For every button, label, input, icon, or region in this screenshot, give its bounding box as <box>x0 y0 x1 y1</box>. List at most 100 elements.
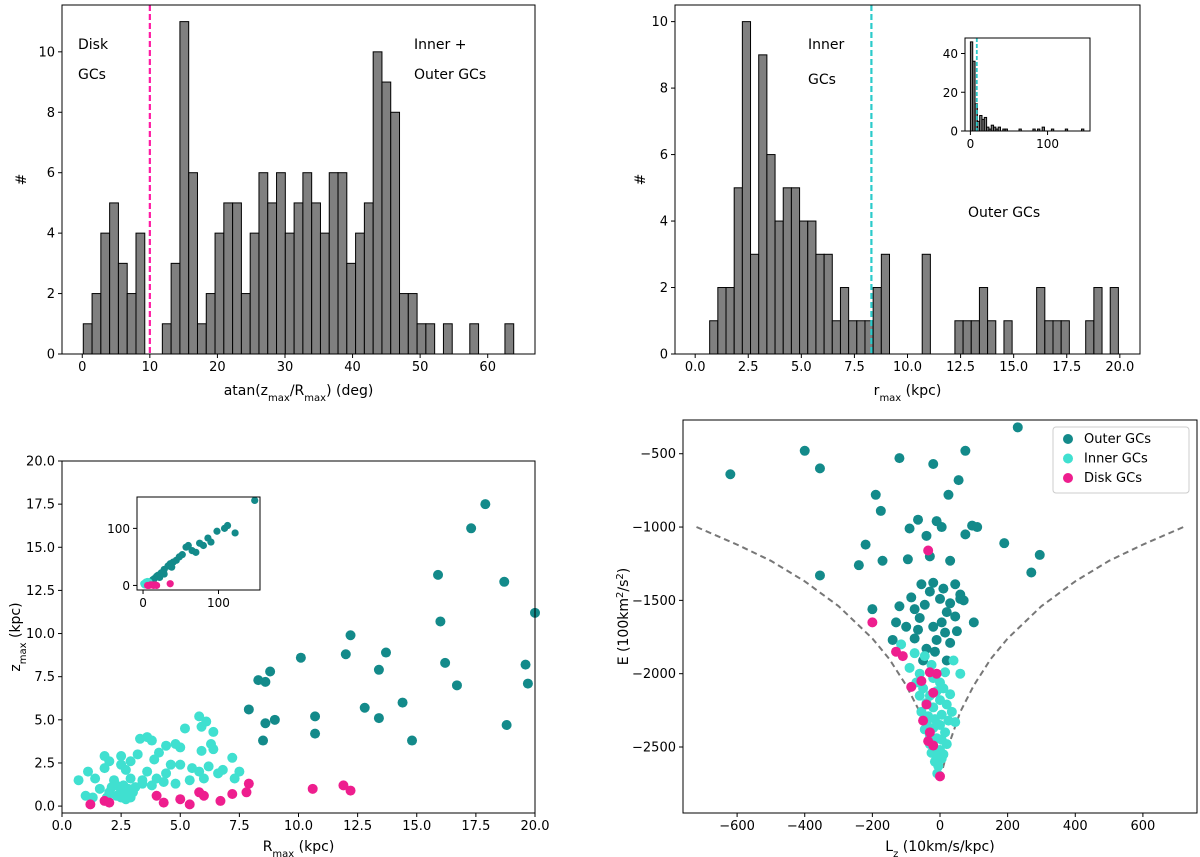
x-tick-label: 20.0 <box>1105 360 1134 375</box>
histogram-bar <box>232 202 242 355</box>
data-point <box>951 626 962 637</box>
data-point <box>243 704 254 715</box>
series-inner-gcs <box>896 639 966 779</box>
histogram-bar <box>839 287 850 355</box>
data-point <box>931 634 942 645</box>
data-point <box>940 627 951 638</box>
data-point <box>936 617 947 628</box>
data-point <box>151 790 162 801</box>
data-point <box>921 699 932 710</box>
data-point <box>950 611 961 622</box>
data-point <box>480 499 491 510</box>
annotation-text: Inner <box>808 37 844 53</box>
histogram-bar <box>188 172 198 355</box>
x-tick-label: −400 <box>787 819 823 834</box>
axis-label-part: /s <box>616 580 632 592</box>
y-tick-label: −2500 <box>632 741 676 756</box>
axis-label-part: max <box>268 393 290 404</box>
data-point <box>137 778 148 789</box>
histogram-bar <box>82 323 93 355</box>
data-point <box>161 768 172 779</box>
data-point <box>938 683 949 694</box>
x-tick-label: 100 <box>207 596 230 610</box>
data-point <box>227 789 238 800</box>
data-point <box>875 505 886 516</box>
axis-label-part: z <box>893 849 898 857</box>
data-point <box>918 715 929 726</box>
data-point <box>901 621 912 632</box>
data-point <box>960 445 971 456</box>
histogram-bar <box>1003 320 1013 355</box>
data-point <box>928 621 939 632</box>
x-tick-label: 0 <box>936 819 944 834</box>
data-point <box>948 655 959 666</box>
axes-frame <box>61 4 536 355</box>
y-tick-label: 100 <box>107 522 130 536</box>
data-point <box>904 662 915 673</box>
data-point <box>215 795 226 806</box>
axis-label-part: r <box>874 383 880 399</box>
data-point <box>208 726 219 737</box>
axis-label-part: # <box>633 174 649 186</box>
x-axis-label: Rmax (kpc) <box>263 839 335 857</box>
data-point <box>928 687 939 698</box>
axis-label-part: # <box>14 174 30 186</box>
inset-data-point <box>182 543 190 551</box>
axis-label-part: R <box>263 839 273 855</box>
histogram-bar <box>1093 287 1103 355</box>
data-point <box>260 718 271 729</box>
x-axis-label: rmax (kpc) <box>874 383 942 404</box>
data-point <box>799 445 810 456</box>
x-axis-label: Lz (10km/s/kpc) <box>885 839 994 857</box>
inset-bar <box>997 126 1001 132</box>
histogram-bar <box>311 202 321 355</box>
axis-label-part: z <box>8 664 24 671</box>
x-tick-label: 20 <box>209 360 226 375</box>
y-tick-label: 4 <box>47 227 55 242</box>
data-point <box>149 754 160 765</box>
histogram-bar <box>442 323 453 355</box>
data-point <box>929 756 940 767</box>
histogram-bar <box>117 262 128 355</box>
x-tick-label: 30 <box>277 360 294 375</box>
data-point <box>338 780 349 791</box>
histogram-bar <box>978 287 989 355</box>
data-point <box>373 713 384 724</box>
data-point <box>307 783 318 794</box>
series-disk-gcs <box>867 545 945 782</box>
histogram-bar <box>799 220 809 355</box>
data-point <box>522 678 533 689</box>
y-tick-label: 0 <box>122 579 130 593</box>
y-tick-label: 8 <box>660 82 668 97</box>
histogram-bar <box>205 293 216 355</box>
x-tick-label: −200 <box>855 819 891 834</box>
data-point <box>928 458 939 469</box>
data-point <box>896 639 907 650</box>
data-point <box>345 785 356 796</box>
x-tick-label: 5.0 <box>791 360 812 375</box>
legend-label: Disk GCs <box>1084 471 1142 486</box>
data-point <box>499 576 510 587</box>
data-point <box>953 475 964 486</box>
data-point <box>936 522 947 533</box>
y-tick-label: 15.0 <box>26 541 55 556</box>
data-point <box>440 657 451 668</box>
data-point <box>132 749 143 760</box>
histogram-bar <box>363 202 374 355</box>
x-tick-label: 10.0 <box>893 360 922 375</box>
axes-frame <box>964 37 1091 132</box>
histogram-bar <box>750 253 760 355</box>
data-point <box>860 539 871 550</box>
data-point <box>914 690 925 701</box>
y-tick-label: 0.0 <box>34 800 55 815</box>
series-inner-gcs <box>73 711 245 805</box>
data-point <box>184 799 195 810</box>
y-tick-label: 6 <box>47 166 55 181</box>
histogram-bar <box>970 320 980 355</box>
data-point <box>345 630 356 641</box>
axis-label-part: L <box>885 839 893 855</box>
data-point <box>203 761 214 772</box>
data-point <box>310 711 321 722</box>
histogram-bar <box>170 262 181 355</box>
x-tick-label: 7.5 <box>844 360 865 375</box>
